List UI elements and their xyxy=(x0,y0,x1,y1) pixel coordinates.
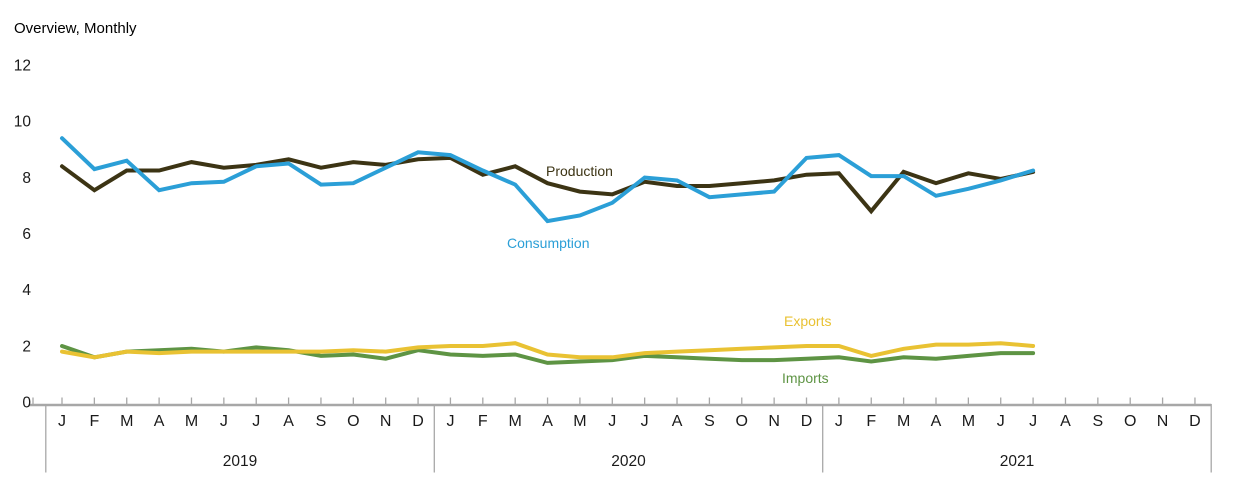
x-axis-month-label: N xyxy=(1157,413,1169,430)
x-axis-month-label: D xyxy=(1189,413,1201,430)
x-axis-month-label: S xyxy=(1093,413,1104,430)
x-axis-month-label: D xyxy=(801,413,813,430)
x-axis-month-label: J xyxy=(997,413,1005,430)
y-axis-label: 0 xyxy=(22,395,31,412)
x-axis-month-label: J xyxy=(1029,413,1037,430)
consumption-line xyxy=(60,136,1036,224)
imports-series-label: Imports xyxy=(782,370,829,386)
x-axis-month-label: S xyxy=(704,413,715,430)
x-axis-year-label: 2020 xyxy=(611,453,646,470)
x-axis-month-label: J xyxy=(446,413,454,430)
x-axis-month-label: O xyxy=(347,413,359,430)
x-axis-month-label: N xyxy=(768,413,780,430)
x-axis-month-label: A xyxy=(154,413,165,430)
y-axis-label: 12 xyxy=(14,58,31,75)
x-axis-month-label: M xyxy=(897,413,910,430)
x-axis-month-label: M xyxy=(962,413,975,430)
x-axis-month-label: F xyxy=(89,413,99,430)
exports-line xyxy=(60,341,1036,360)
x-axis-month-label: A xyxy=(542,413,553,430)
consumption-series-label: Consumption xyxy=(507,235,590,251)
x-axis-year-label: 2019 xyxy=(223,453,257,470)
production-line xyxy=(60,155,1036,215)
x-axis-month-label: A xyxy=(283,413,294,430)
x-axis-month-label: J xyxy=(641,413,649,430)
x-axis-month-label: J xyxy=(252,413,260,430)
x-axis-month-label: A xyxy=(672,413,683,430)
x-axis-month-label: O xyxy=(1124,413,1136,430)
exports-series-label: Exports xyxy=(784,313,832,329)
x-axis-year-label: 2021 xyxy=(1000,453,1034,470)
y-axis-label: 4 xyxy=(22,282,31,299)
x-axis-month-label: O xyxy=(736,413,748,430)
x-axis-month-label: M xyxy=(509,413,522,430)
x-axis-month-label: M xyxy=(573,413,586,430)
x-axis-month-label: J xyxy=(220,413,228,430)
x-axis-month-label: M xyxy=(120,413,133,430)
x-axis-month-label: J xyxy=(58,413,66,430)
x-axis-month-label: A xyxy=(1060,413,1071,430)
x-axis-month-label: N xyxy=(380,413,392,430)
x-axis-month-label: M xyxy=(185,413,198,430)
x-axis-month-label: A xyxy=(931,413,942,430)
x-axis-month-label: D xyxy=(412,413,424,430)
production-series-label: Production xyxy=(546,163,613,179)
y-axis-label: 8 xyxy=(22,170,31,187)
x-axis-month-label: S xyxy=(316,413,327,430)
x-axis-month-label: J xyxy=(608,413,616,430)
chart-title: Overview, Monthly xyxy=(14,20,137,37)
y-axis-label: 2 xyxy=(22,338,31,355)
y-axis-label: 10 xyxy=(14,114,32,131)
y-axis-label: 6 xyxy=(22,226,31,243)
x-axis-month-label: F xyxy=(866,413,876,430)
x-axis-month-label: J xyxy=(835,413,843,430)
x-axis-month-label: F xyxy=(478,413,488,430)
